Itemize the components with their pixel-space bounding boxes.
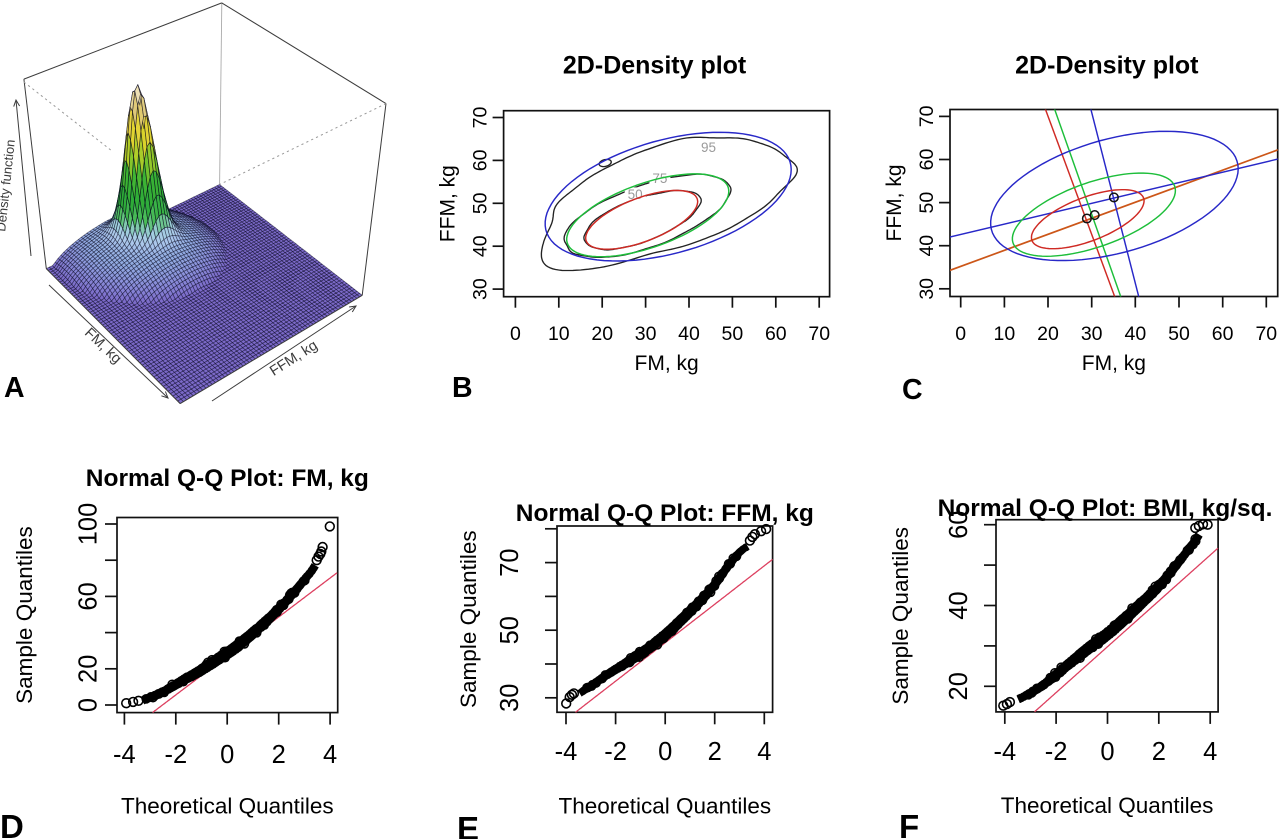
svg-text:60: 60 <box>470 149 492 171</box>
svg-text:A: A <box>4 372 25 404</box>
svg-text:-4: -4 <box>113 741 136 769</box>
svg-text:50: 50 <box>916 192 938 214</box>
svg-text:70: 70 <box>470 107 492 129</box>
svg-text:50: 50 <box>470 192 492 214</box>
svg-text:FM, kg: FM, kg <box>1082 352 1146 375</box>
svg-text:Density function: Density function <box>0 139 18 233</box>
svg-text:0: 0 <box>75 698 103 712</box>
svg-text:70: 70 <box>496 548 524 576</box>
svg-text:10: 10 <box>994 323 1016 345</box>
svg-text:30: 30 <box>916 278 938 300</box>
svg-text:4: 4 <box>1203 738 1217 766</box>
svg-text:60: 60 <box>1212 323 1234 345</box>
svg-text:-2: -2 <box>1045 738 1068 766</box>
svg-text:F: F <box>899 808 919 839</box>
svg-text:70: 70 <box>808 323 830 345</box>
svg-text:0: 0 <box>955 323 966 345</box>
svg-text:20: 20 <box>1037 323 1059 345</box>
svg-text:Theoretical Quantiles: Theoretical Quantiles <box>558 793 771 818</box>
svg-text:Normal Q-Q Plot: FM, kg: Normal Q-Q Plot: FM, kg <box>86 465 369 492</box>
svg-text:-4: -4 <box>555 738 578 766</box>
svg-text:40: 40 <box>678 323 700 345</box>
svg-text:30: 30 <box>496 684 524 712</box>
svg-text:95: 95 <box>701 140 716 155</box>
svg-text:Sample Quantiles: Sample Quantiles <box>12 526 37 704</box>
svg-text:FFM, kg: FFM, kg <box>883 165 906 242</box>
svg-text:40: 40 <box>945 591 973 619</box>
svg-text:40: 40 <box>1124 323 1146 345</box>
svg-text:50: 50 <box>496 616 524 644</box>
svg-text:2: 2 <box>1152 738 1166 766</box>
svg-text:Normal Q-Q Plot: FFM, kg: Normal Q-Q Plot: FFM, kg <box>516 500 814 527</box>
svg-text:D: D <box>0 808 24 839</box>
svg-text:4: 4 <box>323 741 337 769</box>
svg-text:Sample Quantiles: Sample Quantiles <box>888 527 913 705</box>
svg-text:-2: -2 <box>164 741 187 769</box>
svg-text:20: 20 <box>945 672 973 700</box>
svg-text:40: 40 <box>470 235 492 257</box>
svg-text:Normal Q-Q Plot: BMI, kg/sq.: Normal Q-Q Plot: BMI, kg/sq. <box>938 495 1273 522</box>
svg-text:20: 20 <box>75 655 103 683</box>
svg-text:60: 60 <box>916 149 938 171</box>
svg-text:60: 60 <box>75 582 103 610</box>
svg-text:FM, kg: FM, kg <box>635 352 699 375</box>
svg-text:-4: -4 <box>993 738 1016 766</box>
svg-text:30: 30 <box>1081 323 1103 345</box>
svg-text:2D-Density plot: 2D-Density plot <box>563 52 747 80</box>
svg-text:2: 2 <box>708 738 722 766</box>
svg-text:30: 30 <box>470 278 492 300</box>
svg-text:E: E <box>457 810 479 839</box>
svg-text:60: 60 <box>765 323 787 345</box>
svg-text:0: 0 <box>510 323 521 345</box>
svg-text:20: 20 <box>591 323 613 345</box>
svg-text:30: 30 <box>635 323 657 345</box>
svg-text:0: 0 <box>658 738 672 766</box>
svg-text:0: 0 <box>1100 738 1114 766</box>
svg-text:100: 100 <box>75 503 103 546</box>
svg-text:Sample Quantiles: Sample Quantiles <box>456 530 481 708</box>
svg-text:2D-Density plot: 2D-Density plot <box>1015 52 1199 80</box>
svg-text:40: 40 <box>916 235 938 257</box>
svg-text:50: 50 <box>722 323 744 345</box>
svg-text:C: C <box>902 374 923 406</box>
svg-text:-2: -2 <box>604 738 627 766</box>
svg-text:0: 0 <box>220 741 234 769</box>
svg-text:70: 70 <box>916 105 938 127</box>
svg-text:Theoretical Quantiles: Theoretical Quantiles <box>1001 793 1214 818</box>
svg-text:10: 10 <box>548 323 570 345</box>
svg-text:4: 4 <box>757 738 771 766</box>
svg-text:50: 50 <box>1168 323 1190 345</box>
svg-text:2: 2 <box>272 741 286 769</box>
svg-text:Theoretical Quantiles: Theoretical Quantiles <box>121 794 334 819</box>
svg-text:FFM, kg: FFM, kg <box>437 165 460 242</box>
svg-text:70: 70 <box>1255 323 1277 345</box>
svg-text:B: B <box>452 372 473 404</box>
